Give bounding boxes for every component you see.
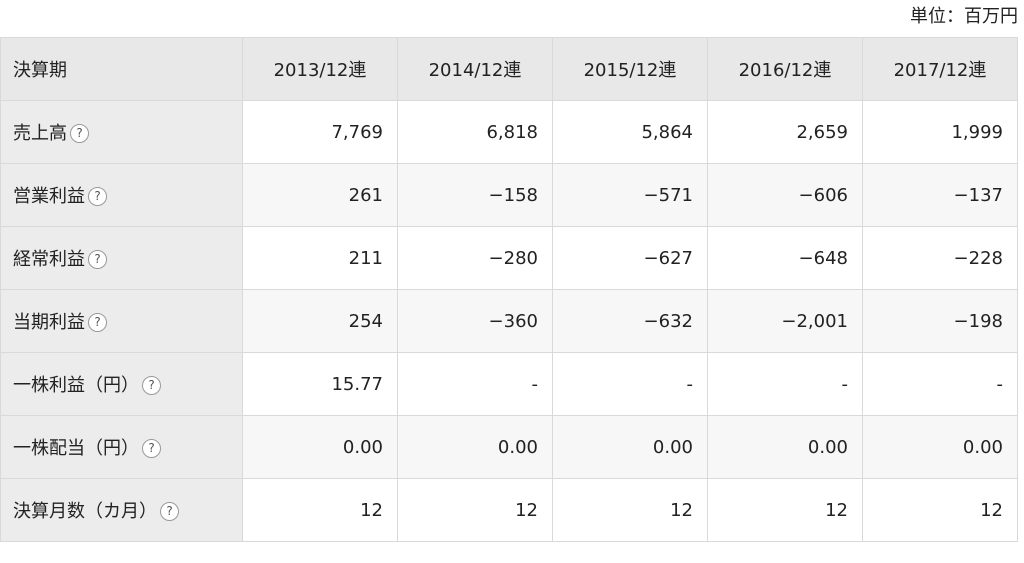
table-cell: 0.00 <box>707 415 863 479</box>
table-cell: 254 <box>242 289 398 353</box>
help-icon[interactable]: ? <box>88 249 107 269</box>
table-cell: −158 <box>397 163 553 227</box>
table-cell: 2,659 <box>707 100 863 164</box>
header-period-2017: 2017/12連 <box>862 37 1018 101</box>
table-cell: 0.00 <box>397 415 553 479</box>
table-cell: −280 <box>397 226 553 290</box>
header-row: 決算期 2013/12連 2014/12連 2015/12連 2016/12連 … <box>0 37 1018 101</box>
table-cell: 261 <box>242 163 398 227</box>
table-cell: 0.00 <box>862 415 1018 479</box>
row-label-cell: 一株利益（円）? <box>0 352 243 416</box>
row-label-cell: 当期利益? <box>0 289 243 353</box>
table-row-net-profit: 当期利益? 254 −360 −632 −2,001 −198 <box>0 289 1018 353</box>
header-period-2016: 2016/12連 <box>707 37 863 101</box>
table-cell: 5,864 <box>552 100 708 164</box>
table-cell: −360 <box>397 289 553 353</box>
table-cell: 211 <box>242 226 398 290</box>
row-label: 一株配当（円） <box>13 438 139 459</box>
table-cell: −632 <box>552 289 708 353</box>
row-label-cell: 営業利益? <box>0 163 243 227</box>
table-cell: 0.00 <box>242 415 398 479</box>
table-cell: 6,818 <box>397 100 553 164</box>
table-row-months: 決算月数（カ月）? 12 12 12 12 12 <box>0 478 1018 542</box>
table-row-sales: 売上高? 7,769 6,818 5,864 2,659 1,999 <box>0 100 1018 164</box>
table-cell: −571 <box>552 163 708 227</box>
table-cell: 0.00 <box>552 415 708 479</box>
table-cell: −2,001 <box>707 289 863 353</box>
help-icon[interactable]: ? <box>160 501 179 521</box>
table-row-operating-profit: 営業利益? 261 −158 −571 −606 −137 <box>0 163 1018 227</box>
table-cell: 12 <box>552 478 708 542</box>
table-cell: −627 <box>552 226 708 290</box>
financial-table: 決算期 2013/12連 2014/12連 2015/12連 2016/12連 … <box>0 37 1018 542</box>
table-cell: −137 <box>862 163 1018 227</box>
table-cell: 12 <box>397 478 553 542</box>
help-icon[interactable]: ? <box>88 312 107 332</box>
table-cell: 12 <box>707 478 863 542</box>
table-cell: 7,769 <box>242 100 398 164</box>
row-label: 売上高 <box>13 123 67 144</box>
table-cell: −606 <box>707 163 863 227</box>
unit-label: 単位：百万円 <box>910 6 1018 27</box>
row-label-cell: 売上高? <box>0 100 243 164</box>
help-icon[interactable]: ? <box>88 186 107 206</box>
row-label: 経常利益 <box>13 249 85 270</box>
table-cell: - <box>552 352 708 416</box>
table-cell: - <box>397 352 553 416</box>
row-label: 決算月数（カ月） <box>13 501 157 522</box>
table-cell: 15.77 <box>242 352 398 416</box>
header-period-2013: 2013/12連 <box>242 37 398 101</box>
table-cell: - <box>862 352 1018 416</box>
help-icon[interactable]: ? <box>70 123 89 143</box>
header-period-label: 決算期 <box>0 37 243 101</box>
table-row-dividend: 一株配当（円）? 0.00 0.00 0.00 0.00 0.00 <box>0 415 1018 479</box>
row-label-cell: 決算月数（カ月）? <box>0 478 243 542</box>
table-row-ordinary-profit: 経常利益? 211 −280 −627 −648 −228 <box>0 226 1018 290</box>
table-cell: 12 <box>862 478 1018 542</box>
row-label: 一株利益（円） <box>13 375 139 396</box>
help-icon[interactable]: ? <box>142 438 161 458</box>
table-cell: 1,999 <box>862 100 1018 164</box>
table-cell: - <box>707 352 863 416</box>
row-label-cell: 経常利益? <box>0 226 243 290</box>
header-period-2014: 2014/12連 <box>397 37 553 101</box>
row-label: 当期利益 <box>13 312 85 333</box>
table-cell: 12 <box>242 478 398 542</box>
table-cell: −198 <box>862 289 1018 353</box>
help-icon[interactable]: ? <box>142 375 161 395</box>
table-cell: −648 <box>707 226 863 290</box>
table-cell: −228 <box>862 226 1018 290</box>
header-period-2015: 2015/12連 <box>552 37 708 101</box>
row-label-cell: 一株配当（円）? <box>0 415 243 479</box>
table-row-eps: 一株利益（円）? 15.77 - - - - <box>0 352 1018 416</box>
row-label: 営業利益 <box>13 186 85 207</box>
